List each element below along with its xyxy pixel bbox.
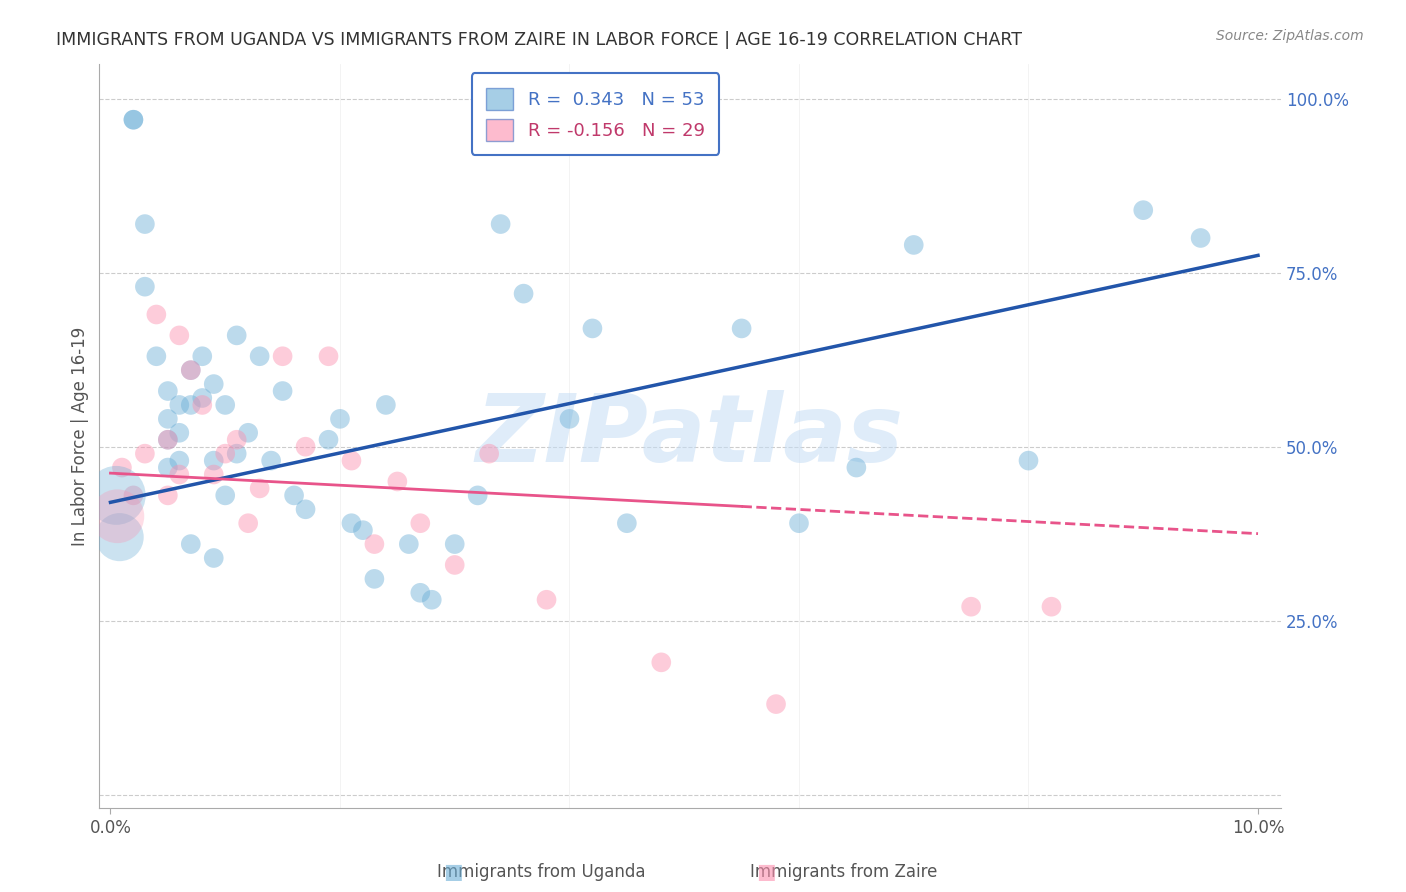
Point (225, 447, 247, 461)
Point (581, 321, 603, 335)
Text: ■: ■ (756, 863, 776, 882)
Point (489, 217, 512, 231)
Point (260, 453, 283, 467)
Point (271, 349, 294, 363)
Point (329, 412, 352, 426)
Point (225, 328, 247, 343)
Point (145, 349, 167, 363)
Point (1040, 599, 1063, 614)
Point (214, 447, 236, 461)
Point (340, 516, 363, 531)
Point (122, 112, 145, 127)
Point (650, 656, 672, 670)
Point (387, 475, 409, 489)
Point (111, 460, 134, 475)
Point (960, 599, 983, 614)
Point (238, 425, 260, 440)
Point (409, 586, 432, 600)
Point (318, 433, 340, 447)
Point (156, 412, 179, 426)
Point (318, 349, 340, 363)
Point (156, 460, 179, 475)
Point (191, 349, 214, 363)
Point (191, 398, 214, 412)
Point (616, 516, 638, 531)
Text: ZIPatlas: ZIPatlas (475, 391, 904, 483)
Text: ■: ■ (443, 863, 463, 882)
Point (352, 523, 374, 537)
Point (108, 530, 131, 544)
Point (374, 398, 396, 412)
Point (105, 488, 128, 502)
Point (730, 321, 752, 335)
Point (169, 398, 191, 412)
Point (156, 384, 179, 398)
Point (765, 697, 787, 711)
Text: Immigrants from Zaire: Immigrants from Zaire (749, 863, 938, 881)
Point (903, 238, 925, 252)
Point (467, 488, 489, 502)
Point (558, 412, 581, 426)
Point (180, 398, 202, 412)
Y-axis label: In Labor Force | Age 16-19: In Labor Force | Age 16-19 (72, 326, 89, 546)
Point (202, 467, 225, 482)
Point (443, 558, 465, 572)
Point (787, 516, 810, 531)
Point (238, 516, 260, 531)
Point (156, 433, 179, 447)
Point (156, 488, 179, 502)
Point (294, 440, 316, 454)
Point (512, 286, 534, 301)
Point (169, 467, 191, 482)
Point (180, 537, 202, 551)
Point (1189, 231, 1212, 245)
Point (478, 447, 501, 461)
Point (283, 488, 305, 502)
Point (845, 460, 868, 475)
Point (363, 537, 385, 551)
Point (191, 391, 214, 405)
Point (340, 453, 363, 467)
Point (169, 328, 191, 343)
Point (294, 502, 316, 516)
Point (249, 349, 271, 363)
Point (420, 592, 443, 607)
Point (156, 433, 179, 447)
Point (214, 488, 236, 502)
Point (122, 488, 145, 502)
Point (363, 572, 385, 586)
Text: Immigrants from Uganda: Immigrants from Uganda (437, 863, 645, 881)
Point (202, 551, 225, 566)
Point (443, 537, 465, 551)
Point (122, 112, 145, 127)
Point (169, 425, 191, 440)
Point (105, 509, 128, 524)
Point (225, 433, 247, 447)
Point (249, 482, 271, 496)
Point (271, 384, 294, 398)
Text: IMMIGRANTS FROM UGANDA VS IMMIGRANTS FROM ZAIRE IN LABOR FORCE | AGE 16-19 CORRE: IMMIGRANTS FROM UGANDA VS IMMIGRANTS FRO… (56, 31, 1022, 49)
Point (169, 453, 191, 467)
Point (1132, 203, 1154, 218)
Point (536, 592, 558, 607)
Point (398, 537, 420, 551)
Point (202, 377, 225, 392)
Point (409, 516, 432, 531)
Point (134, 279, 156, 293)
Point (1018, 453, 1040, 467)
Point (145, 308, 167, 322)
Point (180, 363, 202, 377)
Legend: R =  0.343   N = 53, R = -0.156   N = 29: R = 0.343 N = 53, R = -0.156 N = 29 (471, 73, 718, 155)
Point (180, 363, 202, 377)
Point (202, 453, 225, 467)
Point (134, 217, 156, 231)
Point (214, 398, 236, 412)
Text: Source: ZipAtlas.com: Source: ZipAtlas.com (1216, 29, 1364, 43)
Point (134, 447, 156, 461)
